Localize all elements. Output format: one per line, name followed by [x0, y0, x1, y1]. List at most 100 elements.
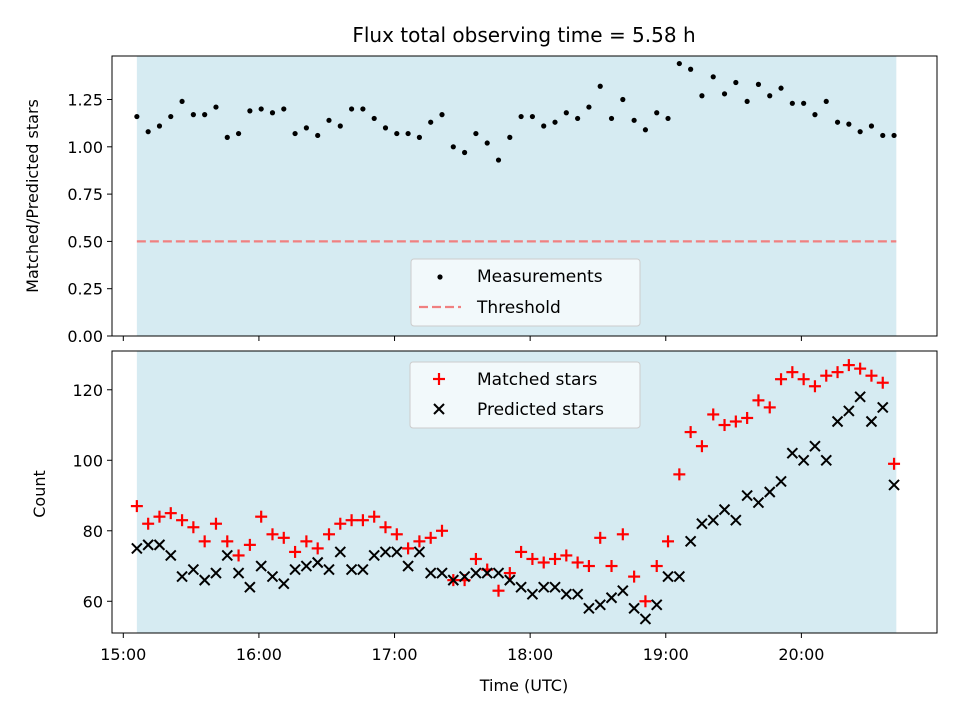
measurement-point [315, 132, 321, 139]
measurement-point [654, 110, 660, 116]
measurement-point [258, 106, 264, 112]
predicted-star-point [153, 539, 166, 551]
counts-x-tick-label: 19:00 [643, 645, 689, 664]
matched-star-point [266, 528, 279, 541]
predicted-star-point [639, 613, 652, 625]
predicted-star-point [142, 539, 154, 551]
counts-plot-area [130, 359, 901, 625]
predicted-star-point [232, 567, 245, 579]
matched-star-point [130, 500, 143, 513]
measurement-point [337, 123, 343, 129]
measurement-point [247, 108, 253, 114]
predicted-star-point [538, 581, 550, 593]
matched-star-point [424, 531, 437, 544]
measurement-point [755, 81, 762, 87]
legend-matched-marker [433, 373, 445, 385]
measurement-point [360, 106, 366, 112]
predicted-star-point [323, 563, 335, 576]
measurement-point [834, 119, 841, 125]
matched-star-point [526, 552, 539, 565]
legend-predicted-label: Predicted stars [477, 400, 604, 420]
matched-star-point [469, 552, 482, 565]
counts-x-tick-label: 17:00 [371, 645, 417, 664]
predicted-star-point [684, 535, 697, 548]
measurement-point [484, 140, 490, 146]
measurement-point [868, 123, 875, 129]
ratio-y-tick-label: 1.25 [67, 91, 103, 110]
measurement-point [676, 60, 682, 67]
measurement-point [586, 104, 592, 110]
measurement-point [371, 115, 377, 122]
matched-star-point [775, 373, 788, 386]
matched-star-point [865, 369, 878, 382]
measurement-point [224, 134, 230, 140]
measurement-point [168, 113, 174, 120]
predicted-star-point [854, 391, 866, 403]
predicted-star-point [718, 503, 731, 516]
predicted-star-point [289, 563, 301, 576]
measurement-point [789, 100, 795, 106]
predicted-star-point [345, 563, 358, 576]
counts-y-axis-label: Count [30, 470, 49, 518]
matched-star-point [718, 419, 731, 432]
counts-y-tick-label: 80 [83, 522, 103, 541]
counts-axes-frame [111, 350, 938, 634]
ratio-y-axis: 0.00 0.25 0.50 0.75 1.00 1.25 [67, 91, 112, 346]
predicted-star-point [797, 454, 810, 466]
predicted-star-point [764, 486, 776, 498]
matched-star-point [741, 411, 754, 424]
matched-star-point [153, 510, 166, 523]
measurement-point [518, 113, 524, 120]
measurement-point [281, 106, 287, 112]
ratio-x-tick-marks [122, 336, 802, 341]
predicted-star-point [368, 549, 380, 562]
matched-star-point [549, 552, 562, 565]
measurement-point [665, 115, 671, 122]
predicted-star-point [198, 574, 211, 586]
measurement-point [303, 125, 309, 131]
matched-star-point [232, 549, 245, 562]
matched-star-point [752, 394, 765, 407]
measurement-point [428, 119, 434, 125]
matched-star-point [334, 517, 347, 530]
matched-star-point [402, 542, 415, 555]
matched-star-point [888, 457, 901, 470]
measurement-point [563, 110, 569, 116]
matched-star-point [436, 524, 448, 537]
predicted-star-point [526, 588, 539, 600]
matched-star-point [560, 549, 573, 562]
matched-star-point [729, 415, 742, 428]
predicted-star-point [809, 440, 821, 452]
measurement-point [823, 98, 829, 105]
matched-star-point [289, 545, 302, 558]
measurement-point [880, 132, 886, 139]
predicted-star-point [334, 546, 346, 558]
counts-x-tick-label: 16:00 [236, 645, 282, 664]
matched-star-point [594, 531, 607, 544]
predicted-star-point [515, 581, 527, 593]
measurement-point [642, 127, 649, 133]
matched-star-point [243, 538, 256, 551]
matched-star-point [515, 545, 528, 558]
counts-x-tick-label: 20:00 [778, 645, 824, 664]
ratio-panel: 0.00 0.25 0.50 0.75 1.00 1.25 Matched/Predict… [23, 55, 938, 346]
ratio-legend-box [410, 258, 641, 327]
measurement-point [145, 129, 151, 135]
matched-star-point [820, 369, 833, 382]
measurement-point [733, 79, 739, 86]
ratio-y-tick-label: 0.50 [67, 232, 103, 251]
measurement-point [213, 104, 219, 110]
predicted-star-point [571, 588, 584, 600]
matched-star-point [707, 408, 720, 421]
measurement-point [846, 121, 852, 127]
predicted-star-point [278, 577, 290, 590]
predicted-star-point [266, 570, 279, 583]
measurement-point [394, 130, 400, 137]
predicted-star-point [131, 542, 143, 555]
predicted-star-point [605, 592, 618, 604]
legend-threshold-label: Threshold [476, 298, 561, 318]
predicted-star-point [436, 567, 448, 579]
predicted-star-point [877, 401, 889, 414]
predicted-star-point [651, 599, 663, 611]
